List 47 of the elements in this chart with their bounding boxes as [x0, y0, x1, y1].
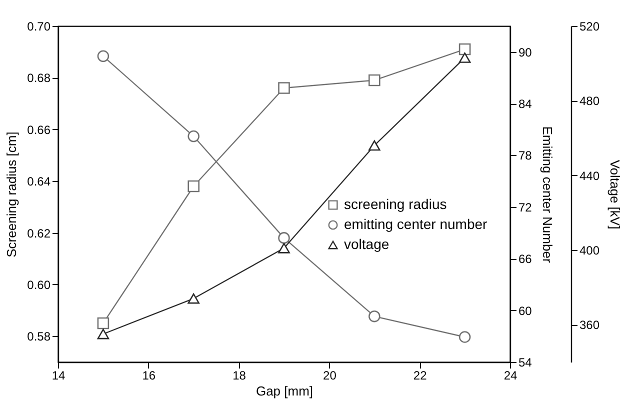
y3-tick-label: 440	[580, 168, 600, 183]
y2-tick-label: 90	[518, 45, 532, 60]
point	[458, 331, 471, 343]
point	[368, 74, 380, 86]
point	[458, 52, 471, 63]
y3-axis-title: Voltage [kV]	[608, 160, 623, 230]
x-tick-label: 24	[504, 368, 518, 382]
x-tick-label: 18	[232, 368, 246, 382]
y-tick-label: 0.64	[27, 174, 51, 189]
point	[97, 50, 110, 62]
x-tick-label: 16	[142, 368, 156, 382]
point	[278, 82, 290, 94]
legend-label: voltage	[344, 236, 390, 252]
x-tick-label: 14	[52, 368, 66, 382]
point	[368, 140, 380, 151]
x-axis-title: Gap [mm]	[256, 384, 314, 398]
y3-tick-label: 400	[580, 244, 600, 258]
point	[458, 43, 471, 56]
y2-tick-label: 84	[518, 97, 532, 112]
point	[188, 130, 200, 142]
y2-axis-title: Emitting center Number	[540, 126, 555, 264]
point	[97, 328, 110, 340]
legend-label: emitting center number	[344, 216, 488, 232]
point	[278, 242, 290, 254]
point	[97, 317, 110, 330]
y-tick-label: 0.66	[27, 122, 51, 137]
point	[278, 232, 290, 244]
y-axis-title: Screening radius [cm]	[4, 132, 20, 258]
y2-tick-label: 60	[518, 304, 532, 318]
x-tick-label: 22	[413, 368, 428, 382]
point	[188, 180, 200, 192]
point	[188, 293, 200, 304]
point	[368, 310, 380, 322]
y3-tick-label: 360	[580, 318, 600, 332]
y-tick-label: 0.70	[27, 20, 51, 34]
legend-label: screening radius	[344, 196, 447, 212]
x-tick-label: 20	[323, 368, 337, 382]
y3-tick-label: 520	[580, 20, 600, 34]
y-tick-label: 0.68	[27, 71, 51, 86]
y-tick-label: 0.60	[27, 278, 51, 292]
y3-tick-label: 480	[580, 94, 600, 108]
y-tick-label: 0.62	[27, 226, 51, 240]
y2-tick-label: 72	[518, 200, 532, 214]
y2-tick-label: 54	[518, 356, 532, 370]
y-tick-label: 0.58	[27, 330, 51, 344]
y2-tick-label: 66	[518, 252, 532, 266]
y2-tick-label: 78	[518, 148, 532, 163]
